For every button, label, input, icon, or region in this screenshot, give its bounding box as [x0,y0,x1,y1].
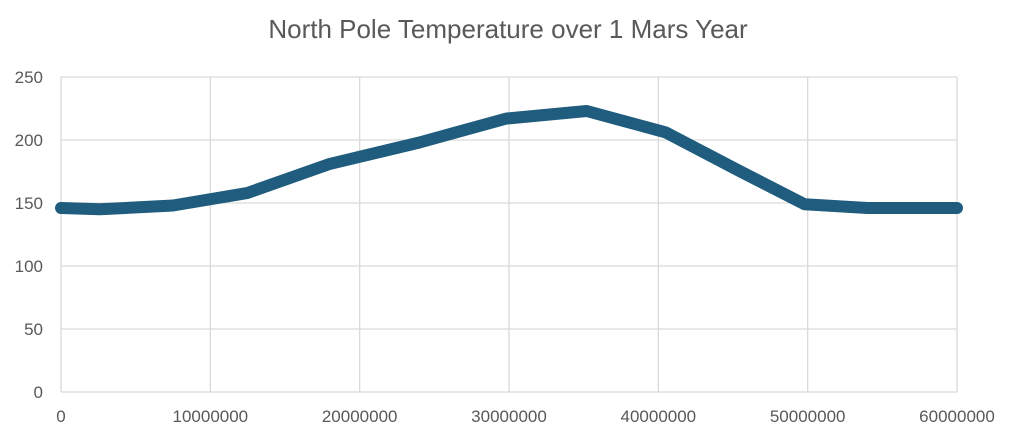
x-tick-label: 50000000 [770,407,846,426]
y-tick-label: 100 [15,257,43,276]
x-tick-label: 60000000 [919,407,995,426]
y-tick-label: 250 [15,68,43,87]
x-tick-label: 40000000 [621,407,697,426]
x-tick-label: 10000000 [173,407,249,426]
x-tick-label: 20000000 [322,407,398,426]
x-tick-label: 0 [56,407,65,426]
y-tick-label: 200 [15,131,43,150]
series-line [55,105,963,216]
y-tick-label: 50 [24,320,43,339]
y-tick-label: 0 [34,383,43,402]
y-tick-label: 150 [15,194,43,213]
x-tick-label: 30000000 [471,407,547,426]
chart-title: North Pole Temperature over 1 Mars Year [268,14,748,44]
